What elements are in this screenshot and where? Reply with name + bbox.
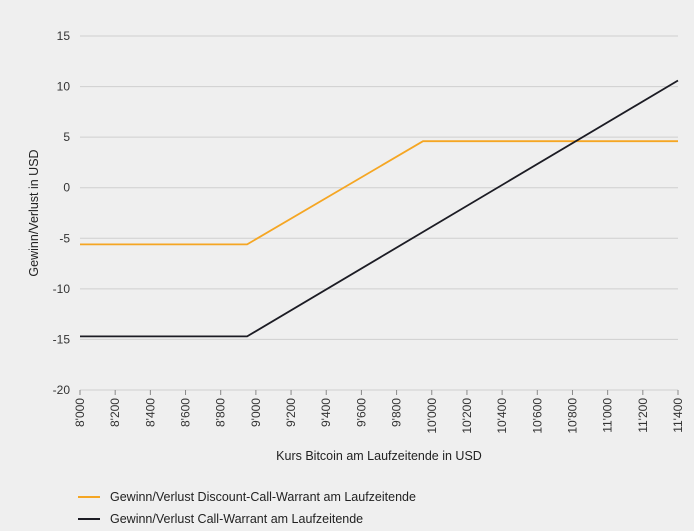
x-tick-label: 8'000 — [73, 398, 87, 427]
x-tick-label: 8'800 — [214, 398, 228, 427]
x-tick-label: 9'000 — [249, 398, 263, 427]
x-tick-label: 9'200 — [284, 398, 298, 427]
y-tick-label: -20 — [53, 383, 71, 397]
y-tick-label: -15 — [53, 332, 71, 346]
y-axis-title: Gewinn/Verlust in USD — [27, 149, 41, 276]
legend: Gewinn/Verlust Discount-Call-Warrant am … — [78, 486, 416, 530]
x-tick-label: 8'400 — [143, 398, 157, 427]
x-tick-label: 8'600 — [179, 398, 193, 427]
x-tick-label: 10'600 — [530, 398, 544, 434]
x-tick-label: 9'800 — [390, 398, 404, 427]
x-tick-label: 9'600 — [354, 398, 368, 427]
x-tick-label: 10'200 — [460, 398, 474, 434]
legend-label-call: Gewinn/Verlust Call-Warrant am Laufzeite… — [110, 512, 364, 526]
x-tick-label: 10'800 — [565, 398, 579, 434]
series-line-discount-call — [80, 140, 678, 246]
y-tick-label: 10 — [57, 80, 71, 94]
y-axis-ticks: 15 10 5 0 -5 -10 -15 -20 — [53, 29, 71, 397]
x-tick-label: 10'400 — [495, 398, 509, 434]
x-tick-label: 11'000 — [601, 398, 615, 433]
y-tick-label: -10 — [53, 282, 71, 296]
y-tick-label: 0 — [63, 181, 70, 195]
legend-swatch-call — [78, 518, 100, 520]
legend-swatch-discount-call — [78, 496, 100, 498]
legend-item-discount-call: Gewinn/Verlust Discount-Call-Warrant am … — [78, 486, 416, 508]
x-tick-label: 9'400 — [319, 398, 333, 427]
grid-lines — [80, 35, 678, 391]
x-axis-ticks: 8'000 8'200 8'400 8'600 8'800 9'000 9'200 9'400… — [73, 390, 685, 434]
x-axis-title: Kurs Bitcoin am Laufzeitende in USD — [276, 449, 482, 463]
legend-label-discount-call: Gewinn/Verlust Discount-Call-Warrant am … — [110, 490, 416, 504]
x-tick-label: 11'200 — [636, 398, 650, 433]
x-tick-label: 8'200 — [108, 398, 122, 427]
series-line-call — [80, 79, 679, 338]
x-tick-label: 11'400 — [671, 398, 685, 433]
x-tick-label: 10'000 — [425, 398, 439, 434]
y-tick-label: -5 — [59, 231, 70, 245]
series-lines — [80, 79, 679, 338]
y-tick-label: 5 — [63, 130, 70, 144]
legend-item-call: Gewinn/Verlust Call-Warrant am Laufzeite… — [78, 508, 416, 530]
y-tick-label: 15 — [57, 29, 71, 43]
